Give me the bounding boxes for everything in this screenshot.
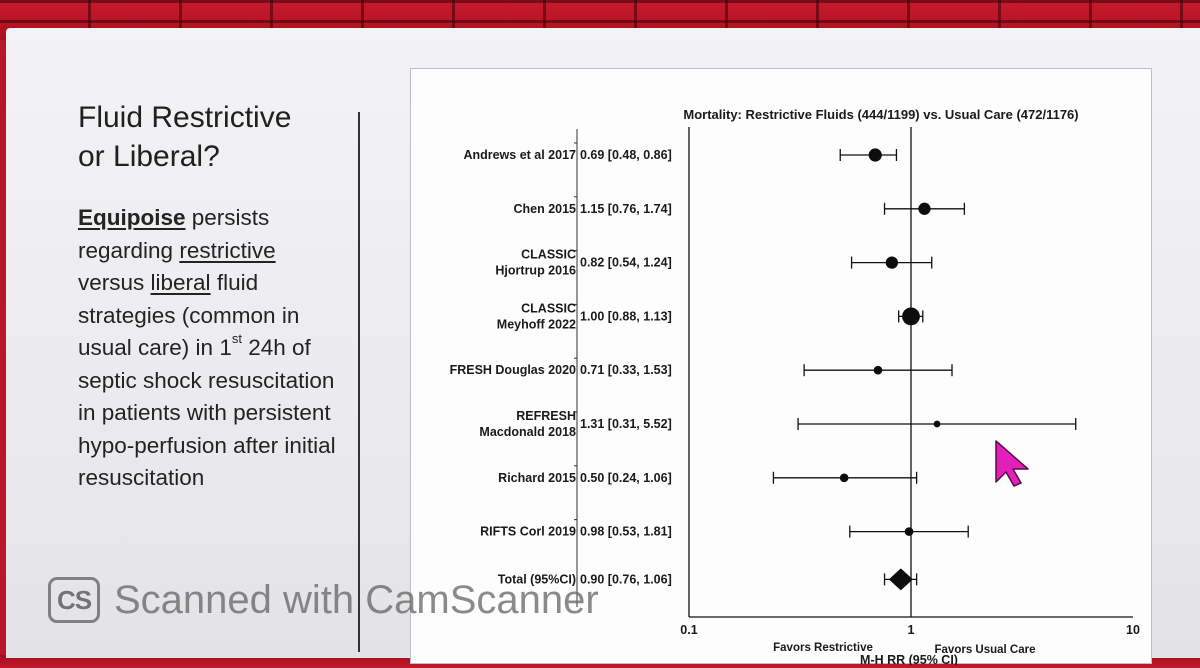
study-name-label: RIFTS Corl 2019 [480,525,576,539]
slide-body-text: Equipoise persists regarding restrictive… [78,202,348,495]
body-text-part: versus [78,270,151,295]
chart-title: Mortality: Restrictive Fluids (444/1199)… [683,107,1078,122]
forest-plot-panel: Mortality: Restrictive Fluids (444/1199)… [410,68,1152,665]
forest-plot: Mortality: Restrictive Fluids (444/1199)… [450,107,1140,665]
study-point-estimate [839,473,849,483]
equipoise-term: Equipoise [78,205,186,230]
study-ci-label: 1.15 [0.76, 1.74] [580,202,672,216]
study-name-label: REFRESH [516,409,576,423]
body-text-part: 24h of septic shock resuscitation in pat… [78,335,336,490]
body-text-part: persists regarding [78,205,270,263]
study-name-label: CLASSIC [521,301,576,315]
slide-divider [358,112,360,652]
slide-title-line-1: Fluid Restrictive [78,101,292,134]
study-name-label: CLASSIC [521,248,576,262]
x-tick-label: 1 [908,623,915,637]
study-name-label: FRESH Douglas 2020 [450,363,576,377]
ordinal-suffix: st [231,331,242,346]
study-point-estimate [868,148,882,162]
body-text-part: fluid strategies (common in usual care) … [78,270,300,360]
total-name-label: Total (95%CI) [498,572,576,586]
restrictive-term: restrictive [179,237,276,263]
x-tick-label: 10 [1126,623,1140,637]
study-point-estimate [904,527,914,536]
study-point-estimate [933,420,941,428]
x-tick-label: 0.1 [680,623,697,637]
study-name-label: Chen 2015 [513,202,576,216]
study-ci-label: 1.31 [0.31, 5.52] [580,417,672,431]
study-ci-label: 0.98 [0.53, 1.81] [580,525,672,539]
study-point-estimate [902,307,920,326]
study-name-label: Richard 2015 [498,471,576,485]
favors-left-label: Favors Restrictive [773,642,873,654]
camscanner-logo: CS [48,577,100,623]
favors-right-label: Favors Usual Care [935,644,1036,656]
study-name-label: Meyhoff 2022 [497,317,576,331]
mouse-pointer-icon [995,440,1029,487]
study-point-estimate [885,256,899,269]
total-diamond [888,568,913,591]
presentation-slide: Fluid Restrictive or Liberal? Equipoise … [6,28,1200,665]
study-ci-label: 0.71 [0.33, 1.53] [580,363,672,377]
study-ci-label: 1.00 [0.88, 1.13] [580,309,672,323]
watermark-text: Scanned with CamScanner [114,577,599,622]
x-axis-label: M-H RR (95% CI) [860,653,958,665]
total-ci-label: 0.90 [0.76, 1.06] [580,572,672,586]
study-name-label: Andrews et al 2017 [463,148,576,162]
study-point-estimate [873,365,883,375]
study-point-estimate [918,202,931,215]
study-name-label: Hjortrup 2016 [495,264,576,278]
study-ci-label: 0.50 [0.24, 1.06] [580,471,672,485]
slide-title-line-2: or Liberal? [78,140,220,173]
study-ci-label: 0.82 [0.54, 1.24] [580,256,672,270]
study-ci-label: 0.69 [0.48, 0.86] [580,148,672,162]
study-name-label: Macdonald 2018 [479,425,576,439]
slide-title: Fluid Restrictive or Liberal? [78,98,368,176]
camscanner-watermark: CS Scanned with CamScanner [48,574,599,626]
liberal-term: liberal [150,270,211,295]
